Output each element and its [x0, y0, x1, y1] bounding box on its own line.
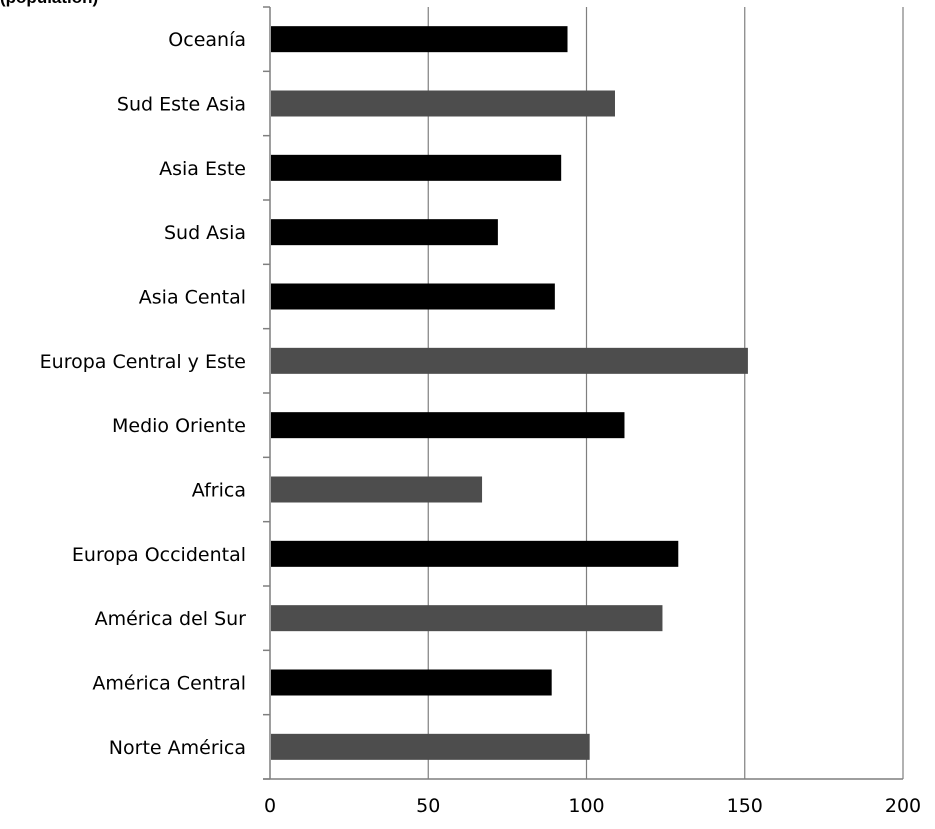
y-category-label: Sud Asia	[164, 222, 246, 244]
y-category-label: Oceanía	[168, 29, 246, 51]
y-category-label: Europa Occidental	[72, 544, 246, 566]
bar	[271, 219, 498, 246]
bar	[271, 476, 483, 503]
y-category-label: Sud Este Asia	[117, 94, 246, 116]
bar	[271, 540, 679, 567]
y-category-label: América del Sur	[95, 608, 247, 630]
bar	[271, 412, 625, 439]
bar	[271, 605, 663, 632]
y-category-label: Medio Oriente	[112, 415, 246, 437]
bar	[271, 154, 562, 181]
x-tick-label: 0	[264, 795, 276, 817]
y-category-label: Norte América	[109, 737, 246, 759]
x-tick-label: 50	[416, 795, 440, 817]
y-category-label: América Central	[92, 673, 246, 695]
x-tick-label: 100	[568, 795, 604, 817]
bar	[271, 283, 555, 310]
x-tick-label: 150	[727, 795, 763, 817]
bar	[271, 347, 748, 374]
y-category-label: Asia Cental	[139, 287, 246, 309]
chart-title: (population)	[0, 0, 260, 8]
y-category-label: Africa	[192, 480, 246, 502]
y-category-label: Asia Este	[159, 158, 246, 180]
bar	[271, 733, 590, 760]
bar	[271, 669, 552, 696]
y-category-label: Europa Central y Este	[40, 351, 246, 373]
x-tick-label: 200	[885, 795, 921, 817]
bar	[271, 90, 615, 117]
bar	[271, 26, 568, 53]
